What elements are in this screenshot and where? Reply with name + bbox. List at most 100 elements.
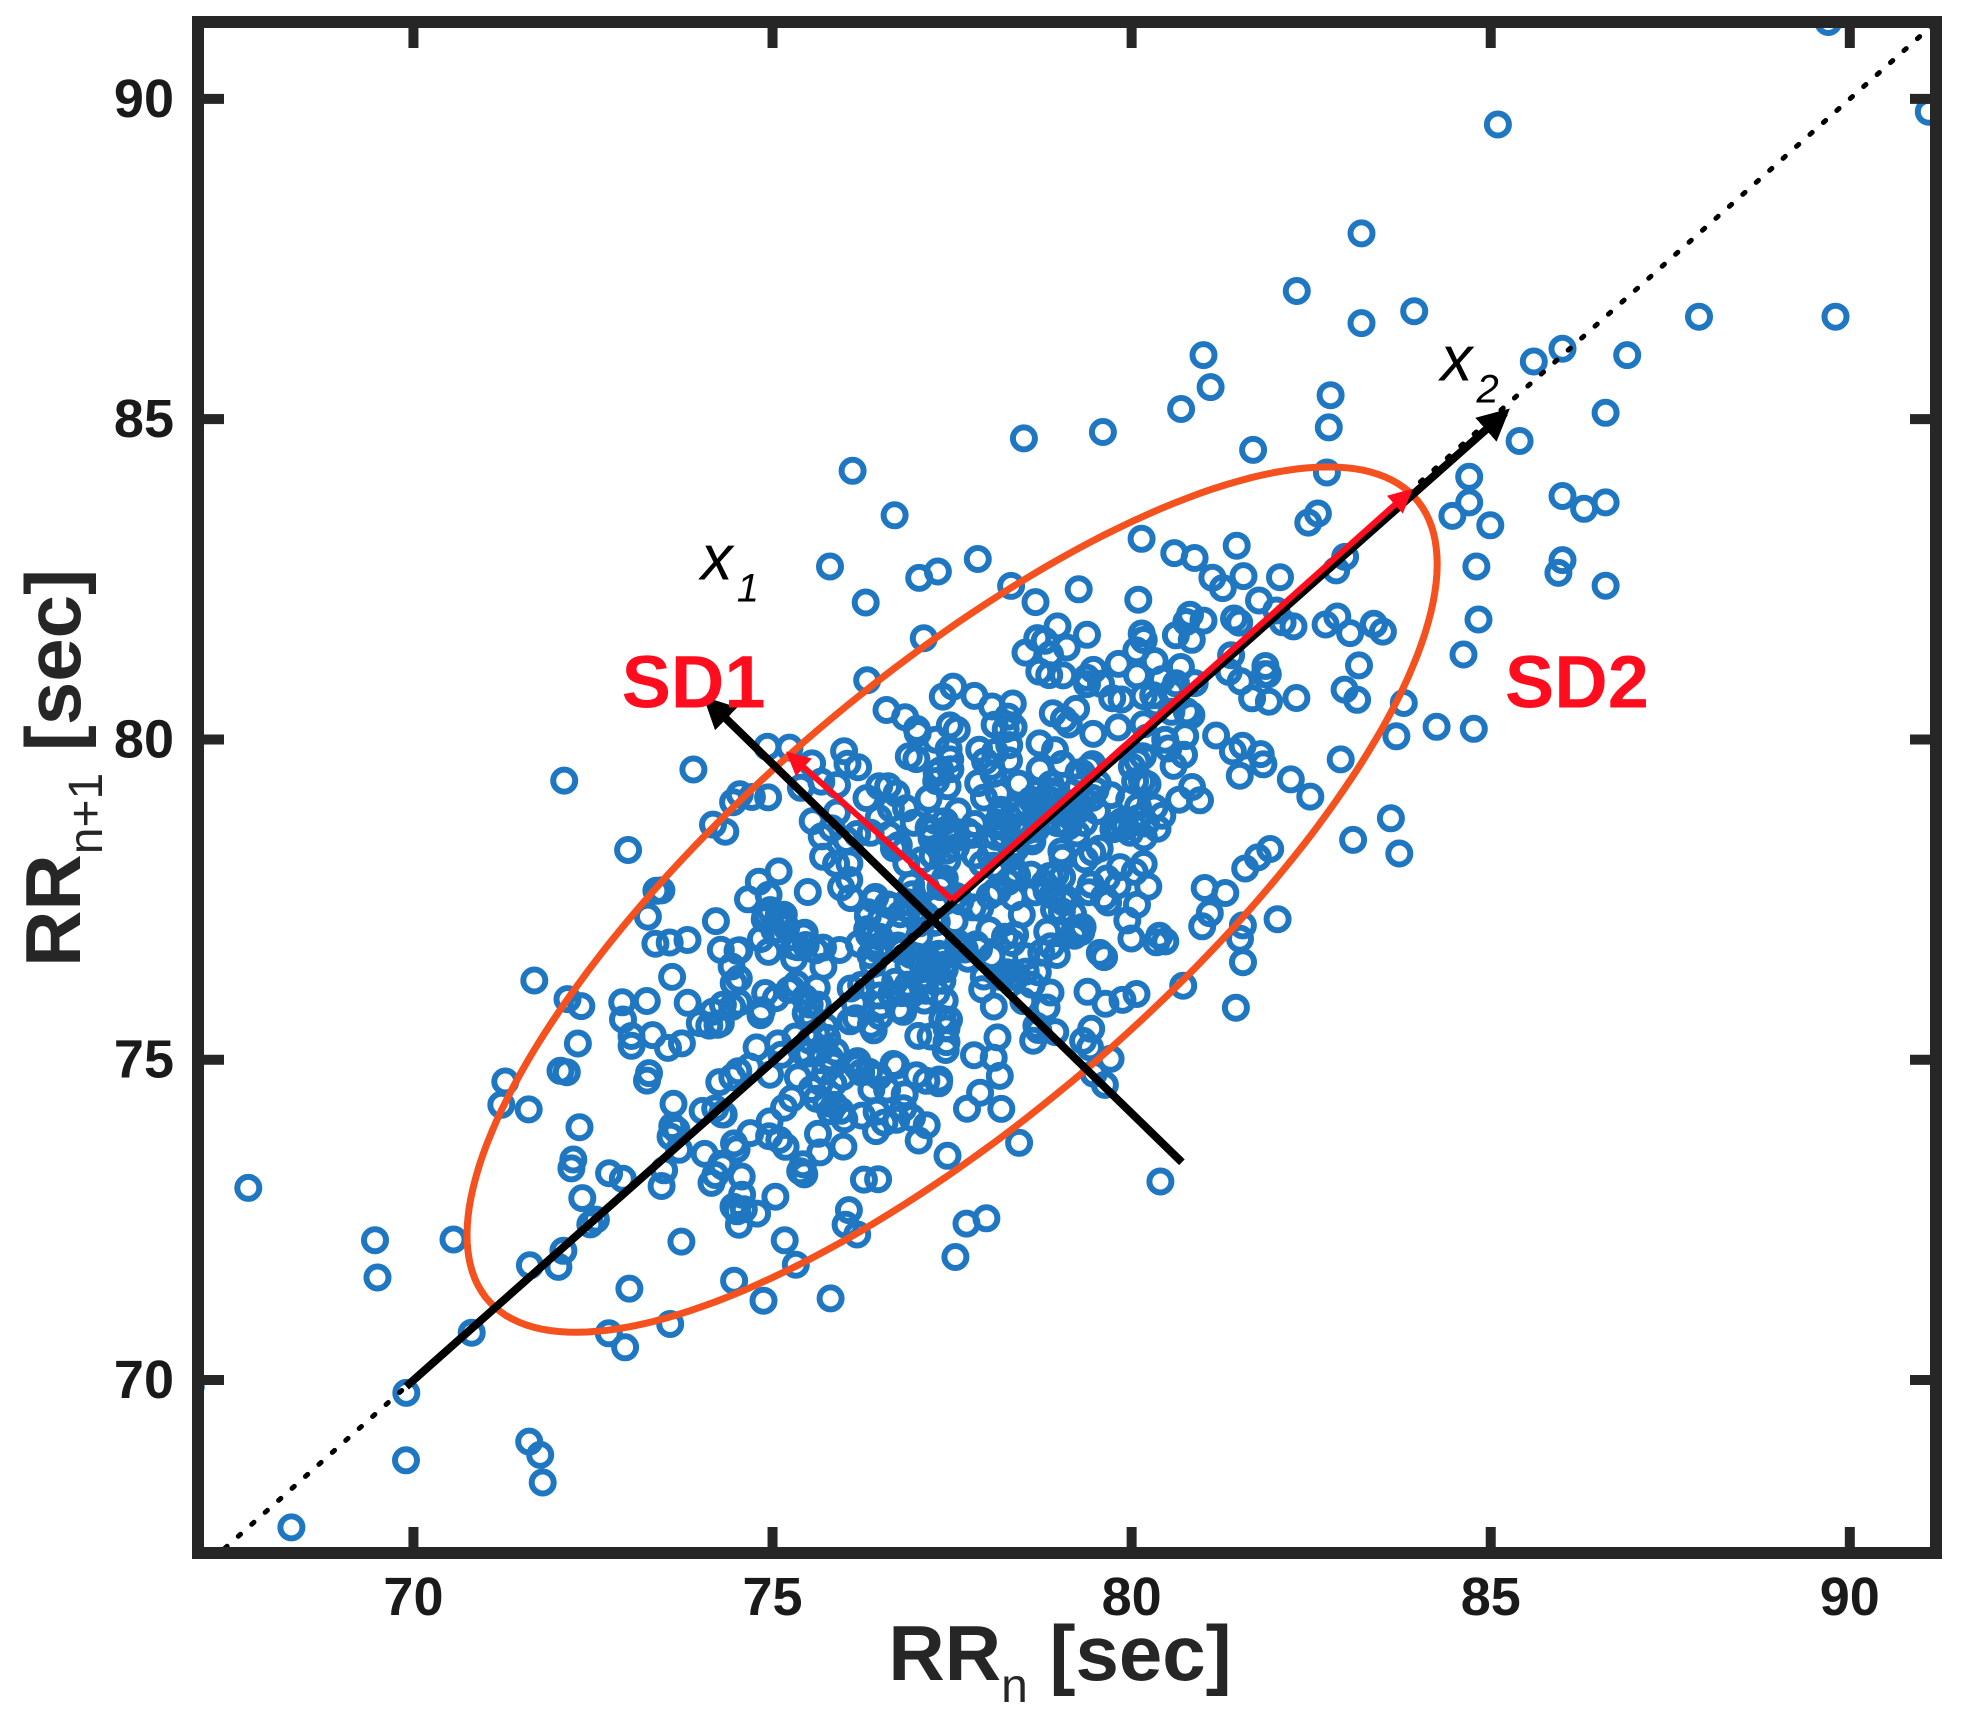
data-point <box>1123 747 1152 776</box>
data-point <box>843 1220 872 1249</box>
data-point <box>924 1069 953 1098</box>
data-point <box>727 1162 756 1191</box>
data-point <box>1254 687 1283 716</box>
data-point <box>780 944 809 973</box>
data-point <box>1343 685 1372 714</box>
x-tick-label: 75 <box>743 1567 803 1627</box>
data-point <box>1303 499 1332 528</box>
data-point <box>1154 734 1183 763</box>
data-point <box>363 1263 392 1292</box>
data-point <box>914 784 943 813</box>
data-point <box>761 984 790 1013</box>
data-point <box>1162 669 1190 698</box>
data-point <box>658 962 687 991</box>
data-point <box>1025 729 1054 758</box>
data-point <box>655 928 684 957</box>
data-point <box>667 1029 696 1058</box>
data-point <box>859 1016 888 1045</box>
data-point <box>864 1165 893 1194</box>
data-point <box>960 681 989 710</box>
data-point <box>1017 970 1046 999</box>
x1-axis-arrow <box>703 696 1185 1166</box>
data-point <box>595 1159 624 1188</box>
data-point <box>1312 458 1341 487</box>
data-point <box>1251 652 1280 680</box>
data-point <box>999 713 1028 742</box>
data-point <box>1166 653 1195 681</box>
data-point <box>917 824 946 853</box>
data-point <box>1079 655 1108 684</box>
data-point <box>609 1005 637 1034</box>
data-point <box>904 1126 933 1155</box>
data-point <box>1104 649 1133 678</box>
data-point <box>861 882 890 911</box>
data-point <box>1009 424 1038 453</box>
data-point <box>567 992 596 1021</box>
data-point <box>953 1094 981 1123</box>
data-point <box>743 1199 772 1228</box>
data-point <box>1217 641 1246 670</box>
data-point <box>520 966 549 995</box>
data-point <box>1462 552 1491 581</box>
x-tick-label: 80 <box>1102 1567 1162 1627</box>
data-point <box>457 1318 486 1347</box>
data-point <box>701 907 730 936</box>
data-point <box>658 1112 687 1141</box>
data-point <box>1221 993 1250 1022</box>
data-point <box>987 1094 1016 1123</box>
data-point <box>1459 714 1488 743</box>
data-point <box>632 987 661 1015</box>
data-point <box>770 1226 799 1255</box>
data-point <box>1296 782 1325 811</box>
data-point <box>1336 619 1365 648</box>
data-point <box>1117 752 1146 781</box>
data-point <box>966 1078 995 1107</box>
data-point <box>1685 302 1713 331</box>
data-point <box>1077 1014 1106 1043</box>
data-point <box>838 456 867 485</box>
data-point <box>755 1107 784 1136</box>
data-point <box>1036 932 1065 961</box>
data-point <box>864 1062 893 1091</box>
data-point <box>1455 488 1484 517</box>
data-point <box>1021 878 1050 907</box>
data-point <box>742 1033 771 1062</box>
data-point <box>1172 697 1201 726</box>
data-point <box>1160 539 1189 568</box>
data-point <box>798 807 827 836</box>
data-point <box>1021 588 1050 617</box>
data-point <box>1266 563 1294 592</box>
data-point <box>1591 571 1620 600</box>
data-point <box>1124 585 1153 614</box>
data-point <box>1078 838 1107 867</box>
data-point <box>1326 745 1355 774</box>
data-point <box>1049 888 1078 917</box>
data-point <box>754 783 783 812</box>
y-tick-label: 75 <box>114 1030 174 1090</box>
data-point <box>1220 604 1248 633</box>
data-point <box>563 1029 592 1058</box>
data-point <box>1544 558 1573 587</box>
data-point <box>1176 600 1204 629</box>
data-point <box>1188 912 1217 941</box>
data-point <box>935 711 964 740</box>
sd1-arrow <box>786 751 955 902</box>
data-point <box>809 952 838 981</box>
data-point <box>780 932 809 961</box>
data-point <box>830 737 859 766</box>
data-point <box>1245 586 1273 615</box>
data-point <box>755 1122 784 1151</box>
data-point <box>1385 839 1414 868</box>
data-point <box>933 1141 962 1170</box>
data-point <box>361 1226 389 1255</box>
data-point <box>1519 347 1548 376</box>
data-point <box>1127 524 1156 553</box>
data-point <box>851 588 880 617</box>
data-point <box>1005 1128 1034 1157</box>
axis-ticks: 70 75 80 85 90 70 75 80 85 90 <box>114 16 1942 1627</box>
data-point <box>892 794 920 823</box>
data-point <box>1345 651 1373 680</box>
data-point <box>1079 719 1108 748</box>
